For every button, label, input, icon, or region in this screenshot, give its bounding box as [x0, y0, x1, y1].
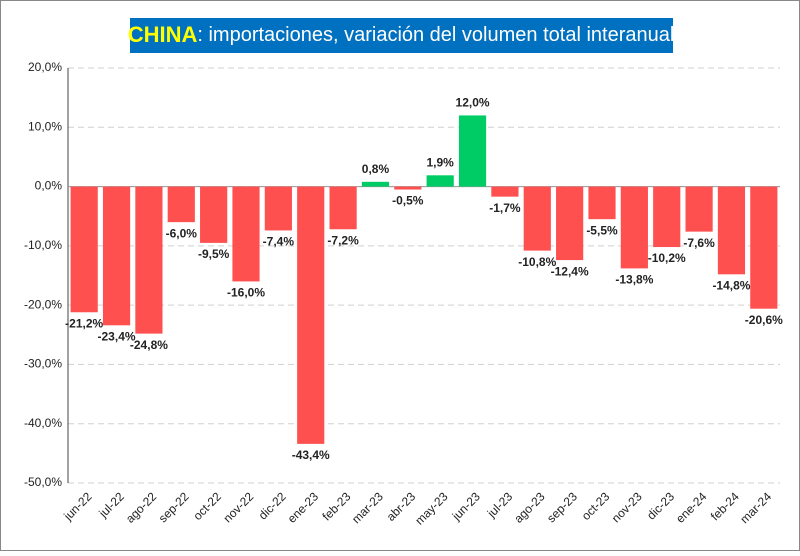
- value-label: -1,7%: [489, 201, 521, 215]
- bar: [523, 186, 551, 251]
- bar: [232, 186, 260, 282]
- value-label: -23,4%: [98, 329, 136, 343]
- value-label: -16,0%: [227, 286, 265, 300]
- bar: [458, 115, 487, 187]
- value-label: -13,8%: [615, 273, 653, 287]
- bar: [135, 186, 163, 334]
- value-label: -0,5%: [392, 194, 424, 208]
- value-label: -12,4%: [551, 264, 589, 278]
- value-label: -10,8%: [518, 255, 556, 269]
- bar: [394, 186, 422, 190]
- value-label: -7,4%: [263, 235, 295, 249]
- bar: [264, 186, 292, 231]
- value-label: 1,9%: [427, 155, 455, 169]
- title-box: [130, 18, 673, 53]
- bar: [491, 186, 519, 197]
- chart-title: CHINA: importaciones, variación del volu…: [128, 22, 675, 47]
- value-label: 12,0%: [456, 96, 490, 110]
- bar: [297, 186, 325, 444]
- title-text: : importaciones, variación del volumen t…: [197, 24, 674, 46]
- bar: [685, 186, 713, 232]
- value-label: -6,0%: [166, 226, 198, 240]
- value-label: -7,2%: [327, 233, 359, 247]
- y-tick-label: -40,0%: [24, 416, 62, 430]
- value-label: -20,6%: [745, 313, 783, 327]
- value-label: -14,8%: [712, 278, 750, 292]
- bar: [329, 186, 357, 230]
- value-label: -43,4%: [292, 448, 330, 462]
- value-label: -7,6%: [683, 236, 715, 250]
- y-tick-label: -50,0%: [24, 475, 62, 489]
- bar: [167, 186, 195, 223]
- y-tick-label: 10,0%: [28, 119, 62, 133]
- bar: [426, 175, 454, 187]
- y-tick-label: -20,0%: [24, 297, 62, 311]
- bar: [556, 186, 584, 261]
- y-tick-label: -30,0%: [24, 357, 62, 371]
- y-tick-label: 0,0%: [35, 179, 63, 193]
- value-label: -10,2%: [648, 251, 686, 265]
- y-tick-label: -10,0%: [24, 238, 62, 252]
- title-highlight: CHINA: [128, 22, 198, 47]
- bar: [620, 186, 648, 269]
- value-label: -9,5%: [198, 247, 230, 261]
- bar: [653, 186, 681, 248]
- value-label: 0,8%: [362, 162, 390, 176]
- bar: [750, 186, 778, 309]
- value-label: -21,2%: [65, 316, 103, 330]
- bar: [588, 186, 616, 220]
- bar: [717, 186, 746, 275]
- bar: [200, 186, 228, 243]
- bar: [70, 186, 98, 313]
- bar: [102, 186, 131, 326]
- bar: [361, 181, 390, 187]
- value-label: -24,8%: [130, 338, 168, 352]
- y-tick-label: 20,0%: [28, 60, 62, 74]
- value-label: -5,5%: [586, 223, 618, 237]
